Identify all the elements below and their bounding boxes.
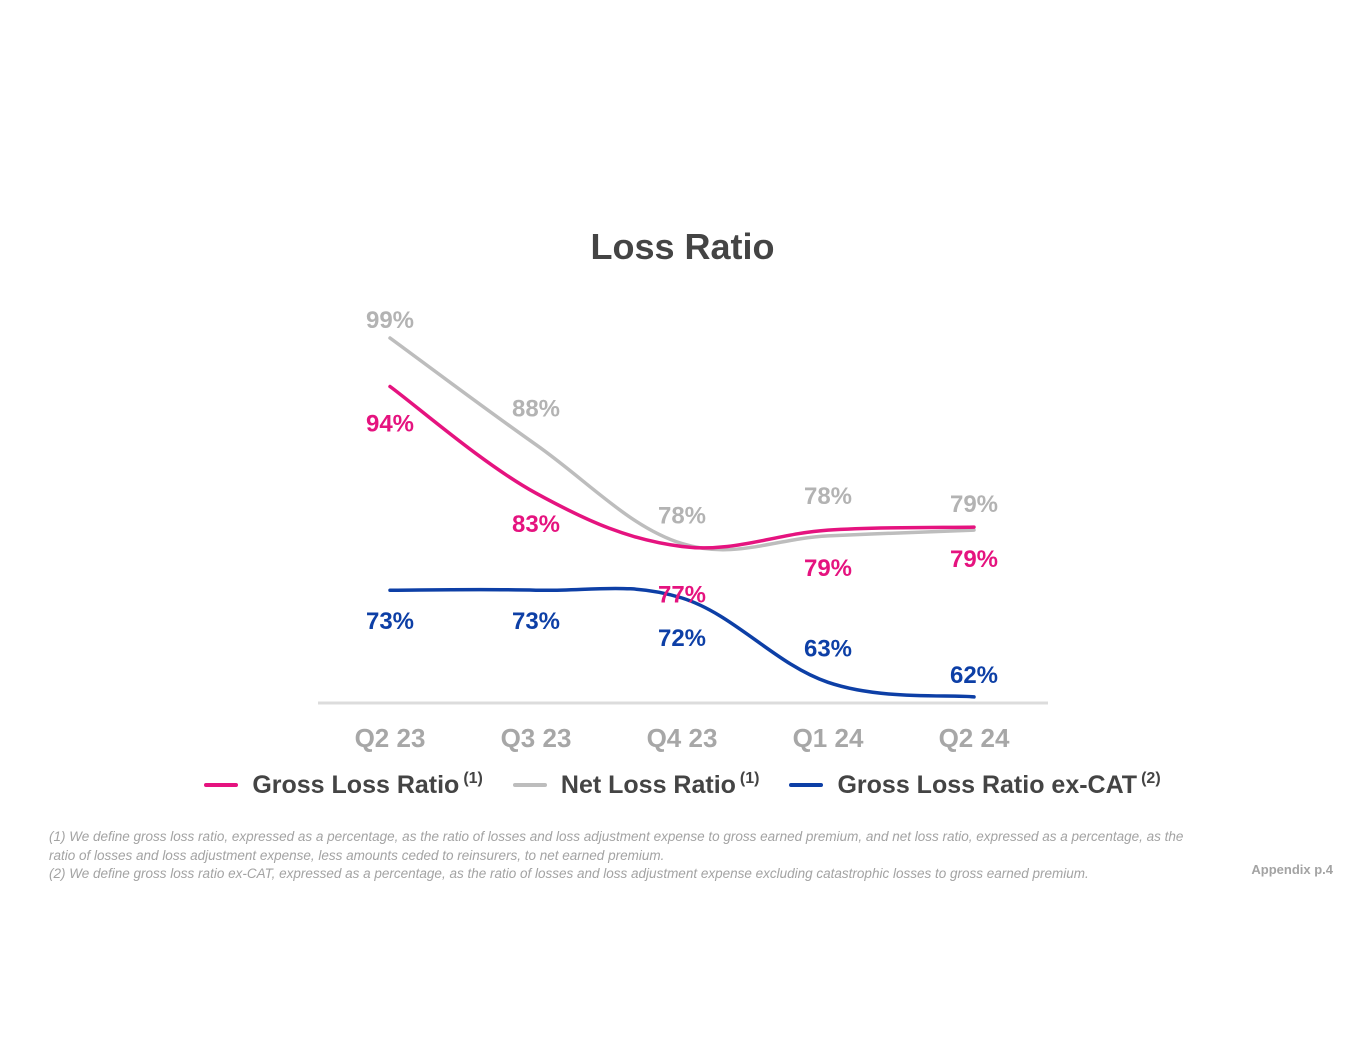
series-line-gross-ex-cat [388,586,976,699]
series-line-gross-loss-ratio [388,384,976,550]
data-label-net-loss-ratio: 99% [366,307,414,334]
data-label-net-loss-ratio: 79% [950,491,998,518]
legend-swatch-net [512,783,547,787]
data-label-gross-loss-ratio: 83% [512,511,560,538]
series-line-net-loss-ratio [388,336,976,552]
data-labels: 94% 83% 77% 79% 79% 99% 88% 78% 78% 79% 73% 73% 72% 6… [366,307,998,689]
x-axis-ticks: Q2 23 Q3 23 Q4 23 Q1 24 Q2 24 [355,723,1010,753]
x-tick-label: Q2 23 [355,723,426,753]
x-tick-label: Q3 23 [501,723,572,753]
legend-item-net-loss-ratio: Net Loss Ratio (1) [512,770,760,800]
data-label-gross-ex-cat: 73% [512,608,560,635]
legend-swatch-ex-cat [789,783,824,787]
data-label-gross-ex-cat: 73% [366,608,414,635]
legend-swatch-gross [204,783,239,787]
data-label-gross-ex-cat: 62% [950,662,998,689]
legend-item-gross-ex-cat: Gross Loss Ratio ex-CAT (2) [789,770,1161,800]
x-tick-label: Q1 24 [793,723,864,753]
chart-title: Loss Ratio [590,226,775,267]
data-label-net-loss-ratio: 78% [804,483,852,510]
data-label-net-loss-ratio: 78% [658,503,706,530]
legend: Gross Loss Ratio (1) Net Loss Ratio (1) Gr… [0,770,1365,800]
data-label-gross-loss-ratio: 94% [366,411,414,438]
footnote-1: (1) We define gross loss ratio, expresse… [49,829,1184,863]
data-label-gross-loss-ratio: 79% [804,555,852,582]
legend-item-gross-loss-ratio: Gross Loss Ratio (1) [204,770,483,800]
data-label-gross-loss-ratio: 77% [658,582,706,609]
x-tick-label: Q2 24 [939,723,1010,753]
page-reference: Appendix p.4 [1251,862,1333,877]
data-label-gross-loss-ratio: 79% [950,546,998,573]
footnote-2: (2) We define gross loss ratio ex-CAT, e… [49,866,1089,881]
footnotes: (1) We define gross loss ratio, expresse… [49,828,1199,884]
x-tick-label: Q4 23 [647,723,718,753]
legend-label-gross: Gross Loss Ratio (1) [252,770,483,799]
data-label-gross-ex-cat: 72% [658,625,706,652]
legend-label-net: Net Loss Ratio (1) [560,770,760,799]
legend-label-ex-cat: Gross Loss Ratio ex-CAT (2) [837,770,1161,799]
series-lines [388,336,976,699]
data-label-net-loss-ratio: 88% [512,396,560,423]
data-label-gross-ex-cat: 63% [804,635,852,662]
